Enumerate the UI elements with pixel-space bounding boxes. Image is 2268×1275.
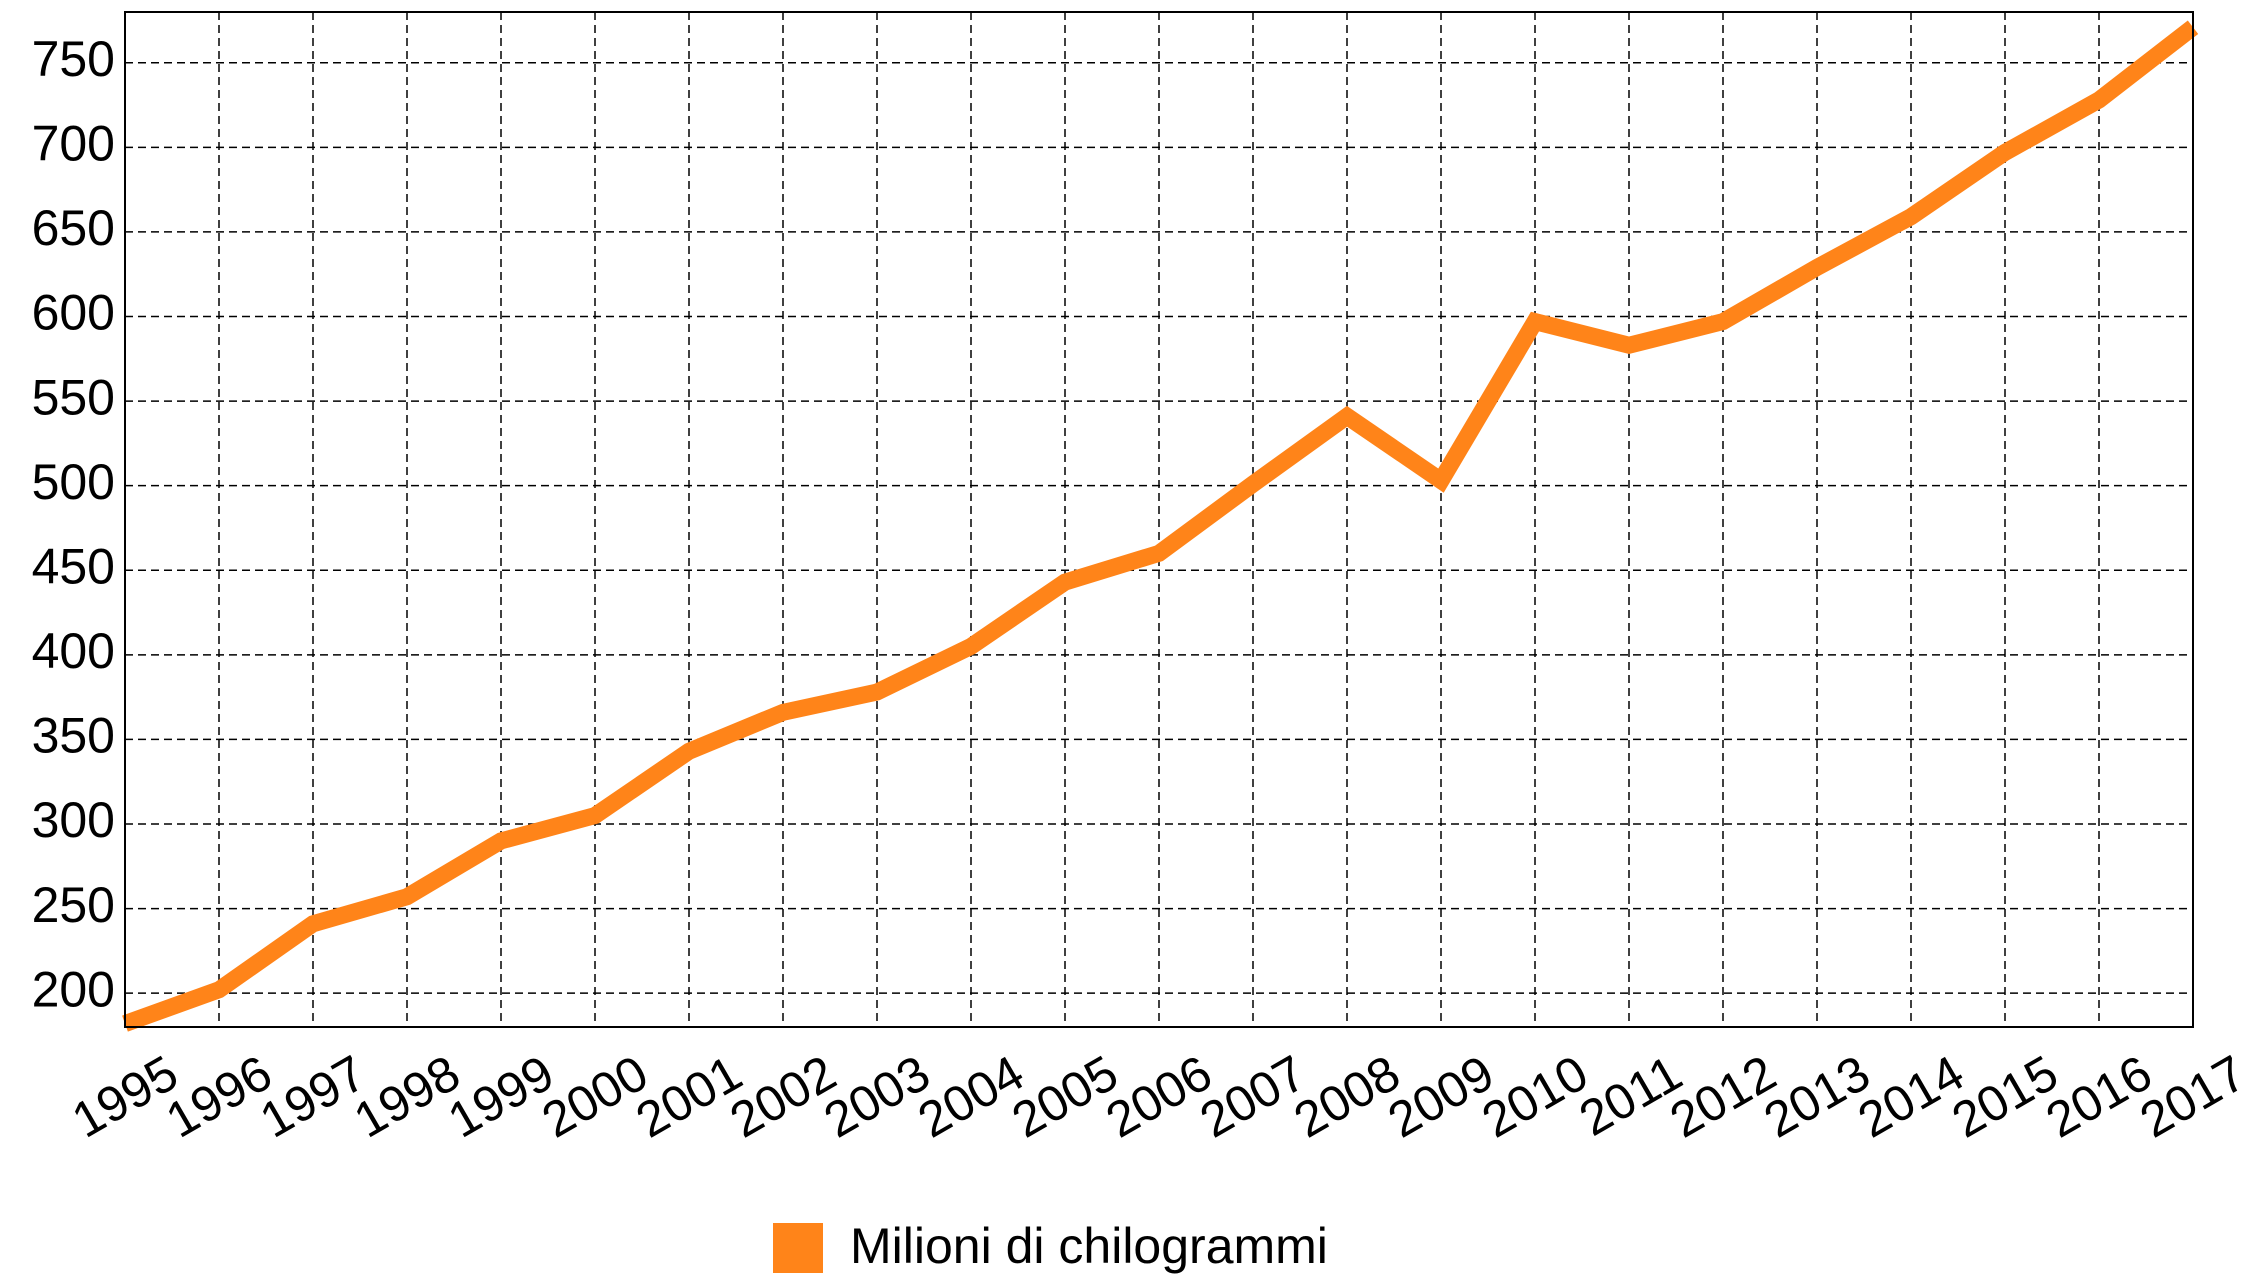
plot-frame — [124, 11, 2194, 1028]
y-tick-label: 450 — [32, 538, 115, 594]
y-tick-label: 250 — [32, 877, 115, 933]
legend-swatch — [773, 1223, 823, 1273]
y-tick-label: 550 — [32, 369, 115, 425]
y-tick-label: 700 — [32, 116, 115, 172]
y-tick-label: 350 — [32, 708, 115, 764]
y-tick-label: 650 — [32, 200, 115, 256]
y-tick-label: 600 — [32, 285, 115, 341]
y-tick-label: 200 — [32, 961, 115, 1017]
y-tick-label: 300 — [32, 792, 115, 848]
line — [122, 20, 2199, 1032]
x-tick-label: 2017 — [2131, 1044, 2255, 1148]
y-tick-label: 400 — [32, 623, 115, 679]
legend-label: Milioni di chilogrammi — [850, 1218, 1328, 1274]
y-tick-label: 750 — [32, 31, 115, 87]
y-tick-label: 500 — [32, 454, 115, 510]
